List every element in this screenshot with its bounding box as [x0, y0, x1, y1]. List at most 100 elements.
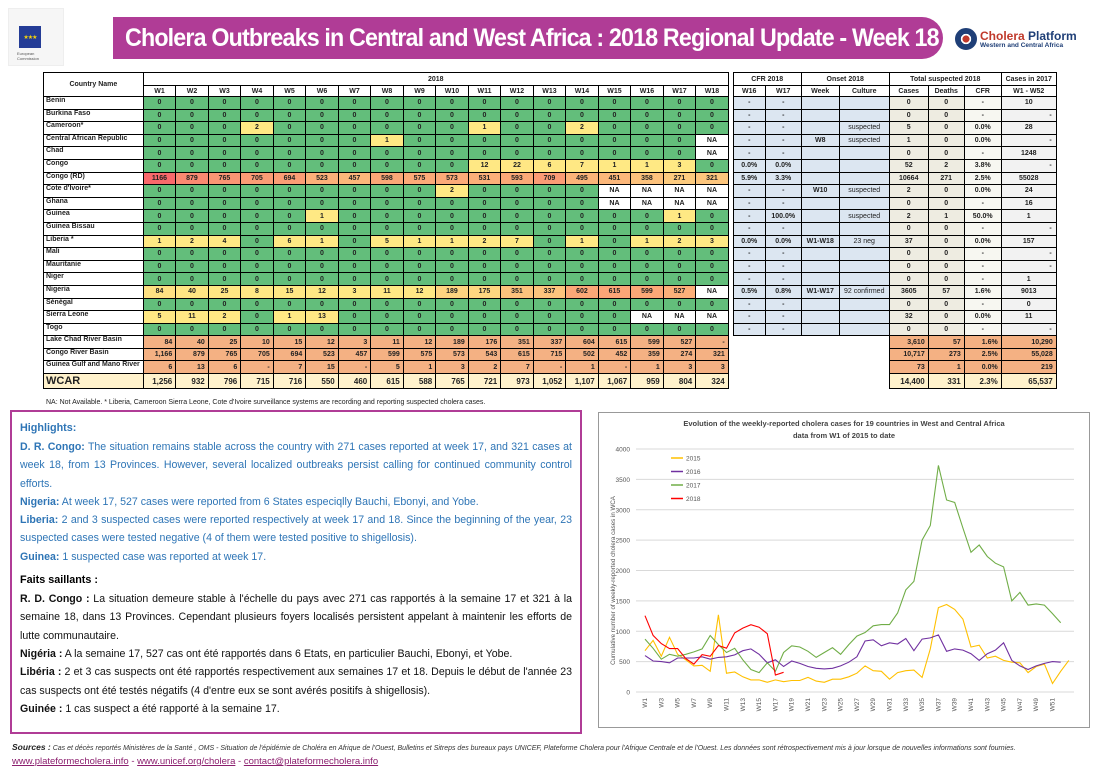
- weekly-cases-cell: 0: [142, 158, 177, 173]
- summary-weekly-cell: 321: [695, 347, 729, 362]
- weekly-cases-cell: 879: [175, 171, 209, 186]
- cfr-w17-cell: -: [764, 310, 802, 324]
- basin-summary-row: Lake Chad River Basin 84 40 25 10 15 12 3 11 12 18…: [43, 335, 1057, 349]
- spacer: [727, 310, 734, 324]
- weekly-cases-cell: 0: [337, 121, 372, 135]
- weekly-cases-cell: 7: [500, 234, 534, 249]
- weekly-cases-cell: 705: [240, 171, 274, 186]
- weekly-cases-cell: 0: [597, 259, 632, 274]
- y-tick-label: 4000: [616, 447, 631, 454]
- weekly-cases-cell: 0: [272, 247, 307, 261]
- total-deaths-cell: 0: [927, 121, 965, 135]
- weekly-cases-cell: 0: [532, 310, 567, 324]
- weekly-cases-cell: NA: [630, 310, 664, 324]
- weekly-cases-cell: 0: [175, 209, 209, 223]
- summary-weekly-cell: -: [240, 360, 274, 375]
- onset-week-cell: [800, 196, 840, 211]
- x-tick-label: W31: [887, 698, 894, 712]
- total-cfr-cell: 2.5%: [963, 171, 1002, 186]
- x-tick-label: W51: [1050, 698, 1057, 712]
- summary-total-cell: 65,537: [1000, 373, 1057, 390]
- weekly-cases-cell: 0: [175, 259, 209, 274]
- x-tick-label: W43: [984, 698, 991, 712]
- weekly-cases-cell: NA: [695, 196, 729, 211]
- series-line-2015: [644, 603, 1070, 685]
- weekly-cases-cell: 0: [695, 322, 729, 337]
- weekly-cases-cell: 0: [142, 108, 177, 123]
- summary-weekly-cell: 615: [597, 335, 632, 349]
- link-unicef-cholera[interactable]: www.unicef.org/cholera: [137, 756, 236, 767]
- x-tick-label: W39: [952, 698, 959, 712]
- summary-total-cell: 331: [927, 373, 965, 390]
- total-cfr-cell: 1.6%: [963, 284, 1002, 299]
- cases-2017-cell: 1: [1000, 209, 1057, 223]
- week-header: W11: [467, 85, 502, 97]
- total-cases-cell: 2: [888, 184, 929, 198]
- weekly-cases-cell: 0: [370, 297, 404, 312]
- summary-weekly-cell: 13: [175, 360, 209, 375]
- weekly-cases-cell: 5: [370, 234, 404, 249]
- weekly-cases-cell: 0: [175, 133, 209, 148]
- cfr-w16-cell: -: [732, 247, 766, 261]
- separator: -: [128, 756, 138, 767]
- cfr-w16-cell: -: [732, 184, 766, 198]
- week-header: W4: [240, 85, 274, 97]
- weekly-cases-cell: 0: [565, 221, 599, 236]
- link-contact-email[interactable]: contact@plateformecholera.info: [243, 756, 379, 767]
- summary-weekly-cell: 502: [565, 347, 599, 362]
- column-header: CFR: [963, 85, 1002, 97]
- culture-cell: [838, 96, 890, 110]
- summary-weekly-cell: 2: [467, 360, 502, 375]
- weekly-cases-cell: 25: [207, 284, 242, 299]
- weekly-cases-cell: 0: [240, 146, 274, 160]
- weekly-cases-cell: 0: [207, 121, 242, 135]
- highlights-paragraph: Guinea: 1 suspected case was reported at…: [20, 548, 572, 566]
- weekly-cases-cell: 0: [500, 196, 534, 211]
- weekly-cases-cell: 321: [695, 171, 729, 186]
- cases-2017-cell: 9013: [1000, 284, 1057, 299]
- weekly-cases-cell: 0: [630, 247, 664, 261]
- summary-weekly-cell: 1,256: [142, 373, 177, 390]
- week-header: W13: [532, 85, 567, 97]
- weekly-cases-cell: 0: [565, 247, 599, 261]
- weekly-cases-cell: 0: [435, 209, 469, 223]
- weekly-cases-cell: 0: [207, 221, 242, 236]
- cfr-w16-cell: 0.5%: [732, 284, 766, 299]
- weekly-cases-cell: 0: [565, 133, 599, 148]
- summary-label: Lake Chad River Basin: [43, 335, 144, 349]
- weekly-cases-cell: 0: [337, 133, 372, 148]
- summary-weekly-cell: 359: [630, 347, 664, 362]
- weekly-cases-cell: 0: [435, 272, 469, 286]
- country-name: Liberia *: [43, 234, 144, 249]
- weekly-cases-cell: 0: [240, 221, 274, 236]
- weekly-cases-cell: 0: [207, 133, 242, 148]
- weekly-cases-cell: 0: [695, 121, 729, 135]
- total-deaths-cell: 0: [927, 146, 965, 160]
- weekly-cases-cell: 0: [272, 209, 307, 223]
- summary-weekly-cell: -: [597, 360, 632, 375]
- onset-week-cell: [800, 272, 840, 286]
- cfr-w16-cell: -: [732, 209, 766, 223]
- chart-svg: Evolution of the weekly-reported cholera…: [610, 419, 1074, 712]
- country-name: Sierra Leone: [43, 310, 144, 324]
- summary-weekly-cell: 25: [207, 335, 242, 349]
- x-tick-label: W7: [691, 698, 698, 708]
- weekly-cases-cell: 0: [500, 96, 534, 110]
- culture-cell: [838, 196, 890, 211]
- cfr-w16-cell: -: [732, 322, 766, 337]
- link-plateformecholera[interactable]: www.plateformecholera.info: [12, 756, 129, 767]
- spacer: [727, 260, 734, 273]
- country-name: Ghana: [43, 196, 144, 211]
- onset-week-cell: [800, 121, 840, 135]
- weekly-cases-cell: 0: [370, 146, 404, 160]
- weekly-cases-cell: 0: [435, 133, 469, 148]
- total-cases-cell: 1: [888, 133, 929, 148]
- x-tick-label: W33: [903, 698, 910, 712]
- cfr-w17-cell: -: [764, 184, 802, 198]
- weekly-cases-cell: 0: [695, 297, 729, 312]
- spacer: [727, 109, 734, 122]
- weekly-cases-cell: 0: [305, 121, 339, 135]
- x-tick-label: W35: [919, 698, 926, 712]
- country-name: Togo: [43, 322, 144, 337]
- weekly-cases-cell: 0: [695, 272, 729, 286]
